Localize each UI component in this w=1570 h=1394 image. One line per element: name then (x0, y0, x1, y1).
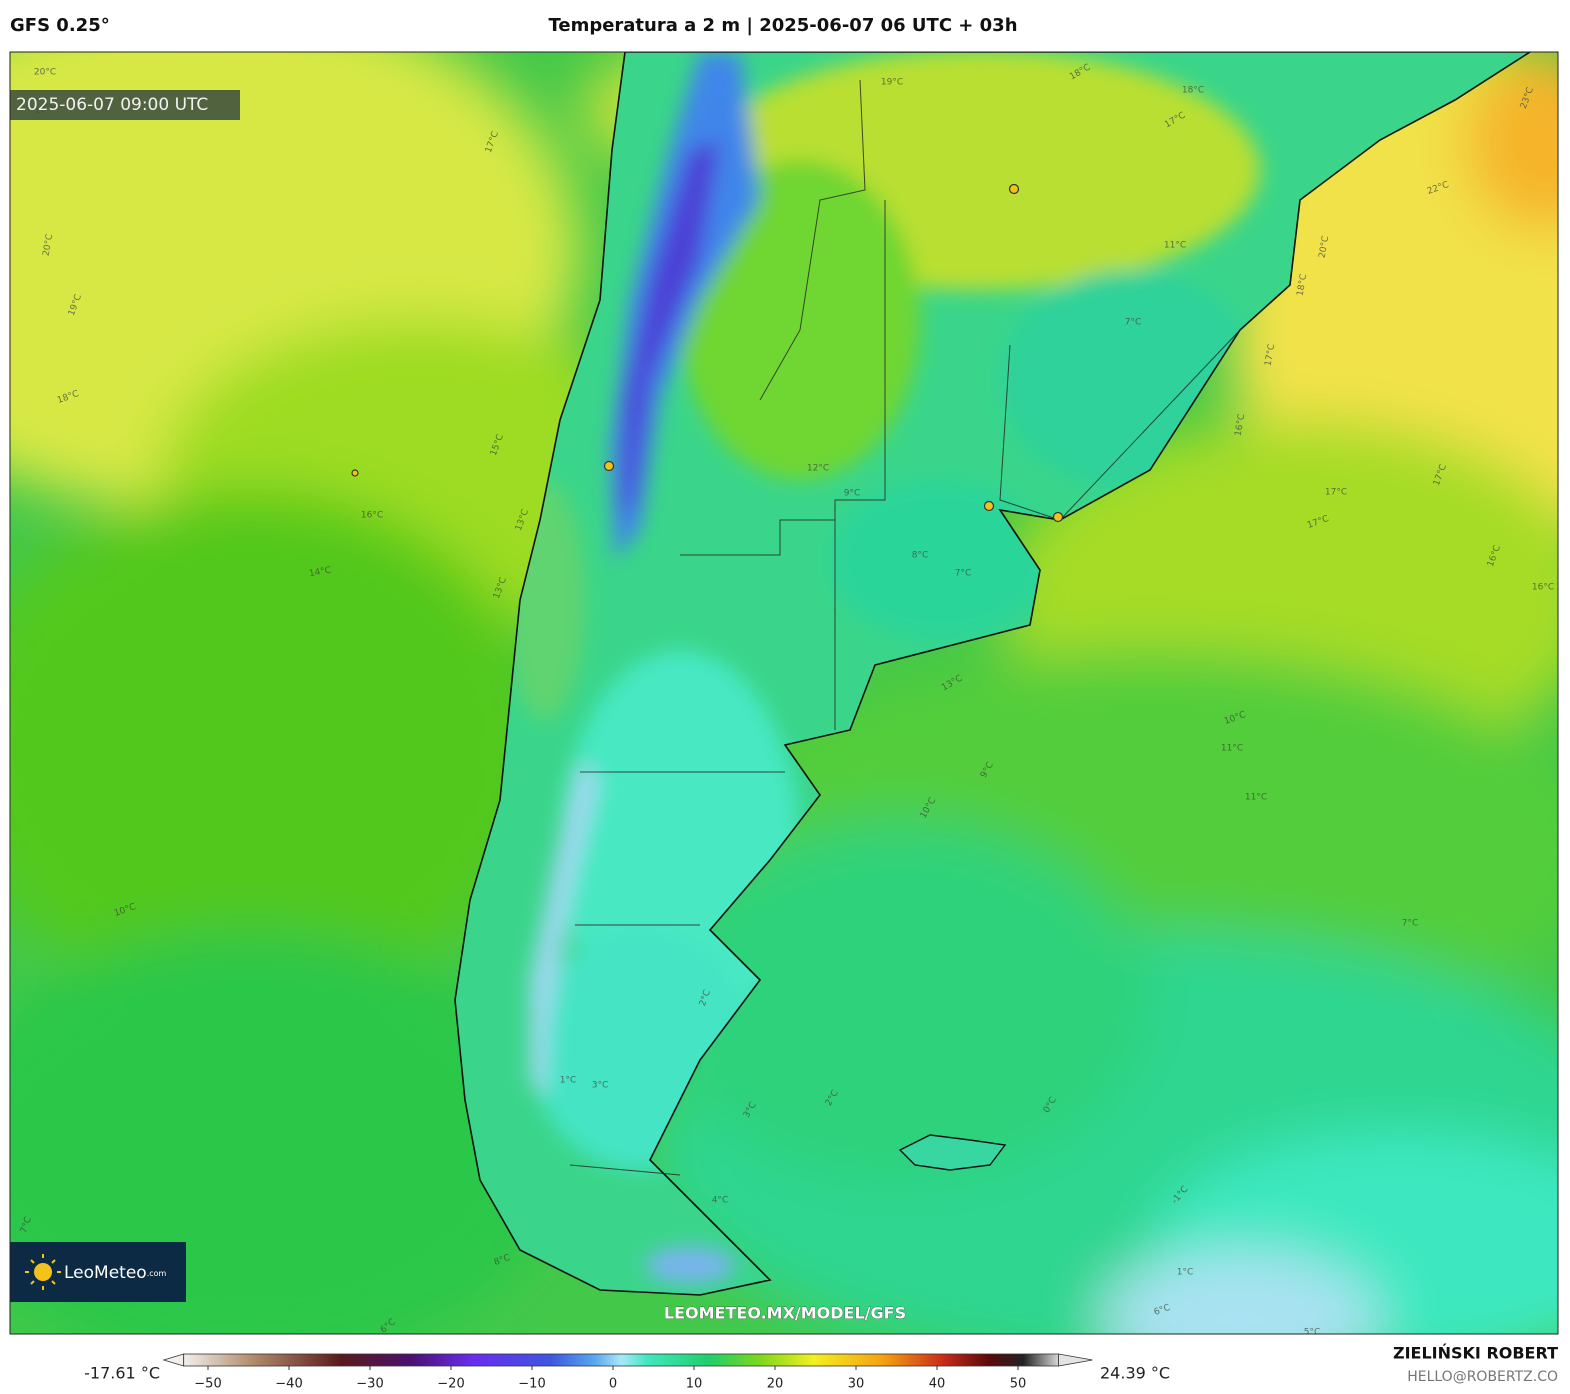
contour-label: 18°C (1182, 86, 1204, 96)
valid-time: 2025-06-07 09:00 UTC (16, 95, 208, 115)
colorbar-tick-label: 0 (609, 1377, 617, 1392)
contour-label: 9°C (844, 489, 861, 499)
colorbar-body (183, 1353, 1059, 1367)
contour-label: 1°C (560, 1076, 577, 1086)
contour-label: 17°C (1264, 343, 1278, 367)
contour-label: 14°C (308, 566, 332, 580)
colorbar-tick-label: 30 (848, 1377, 865, 1392)
colorbar-tick-label: −10 (518, 1377, 545, 1392)
colorbar-min: -17.61 °C (84, 1364, 160, 1383)
logo-name: LeoMeteo (64, 1263, 147, 1283)
contour-label: 7°C (955, 569, 972, 579)
contour-label: 16°C (361, 511, 383, 521)
borders (569, 79, 1241, 1176)
contour-label: 20°C (42, 233, 56, 257)
logo-text: LeoMeteo.com (64, 1263, 167, 1283)
contour-label: 19°C (881, 78, 903, 88)
contour-label: 16°C (1532, 583, 1554, 593)
model-name: GFS 0.25° (10, 15, 110, 36)
colorbar-tick-label: −30 (356, 1377, 383, 1392)
contour-label: 18°C (1296, 273, 1310, 297)
contour-label: 11°C (1164, 241, 1186, 251)
colorbar-tick-label: −50 (194, 1377, 221, 1392)
colorbar-tick-label: 20 (767, 1377, 784, 1392)
colorbar-end-low (162, 1353, 185, 1367)
contour-label: 12°C (807, 464, 829, 474)
contour-label: 11°C (1221, 744, 1243, 754)
contour-label: 1°C (1177, 1268, 1194, 1278)
contour-label: 7°C (1125, 318, 1142, 328)
email: HELLO@ROBERTZ.CO (1407, 1369, 1558, 1385)
colorbar-tick-label: 40 (929, 1377, 946, 1392)
colorbar: −50 −40 −30 −20 −10 0 10 20 30 40 50 (162, 1353, 1093, 1392)
logo-suffix: .com (147, 1269, 167, 1278)
colorbar-end-high (1058, 1353, 1093, 1367)
contour-label: 4°C (712, 1196, 729, 1206)
contour-label: 11°C (1245, 793, 1267, 803)
time-badge (10, 90, 240, 120)
contour-label: 3°C (592, 1081, 609, 1091)
map-title: Temperatura a 2 m | 2025-06-07 06 UTC + … (548, 15, 1017, 36)
colorbar-tick-label: −20 (437, 1377, 464, 1392)
contour-label: 16°C (1234, 413, 1248, 437)
watermark: LEOMETEO.MX/MODEL/GFS (664, 1304, 906, 1323)
contour-label: 7°C (1402, 919, 1419, 929)
colorbar-tick-label: 50 (1010, 1377, 1027, 1392)
author: ZIELIŃSKI ROBERT (1393, 1344, 1558, 1363)
contour-label: 17°C (1325, 488, 1347, 498)
contour-label: 20°C (34, 68, 56, 78)
contour-label: 8°C (912, 551, 929, 561)
colorbar-tick-label: 10 (686, 1377, 703, 1392)
contour-label: 5°C (1304, 1328, 1321, 1338)
contour-label: 20°C (1318, 235, 1332, 259)
colorbar-tick-label: −40 (275, 1377, 302, 1392)
colorbar-max: 24.39 °C (1100, 1364, 1170, 1383)
